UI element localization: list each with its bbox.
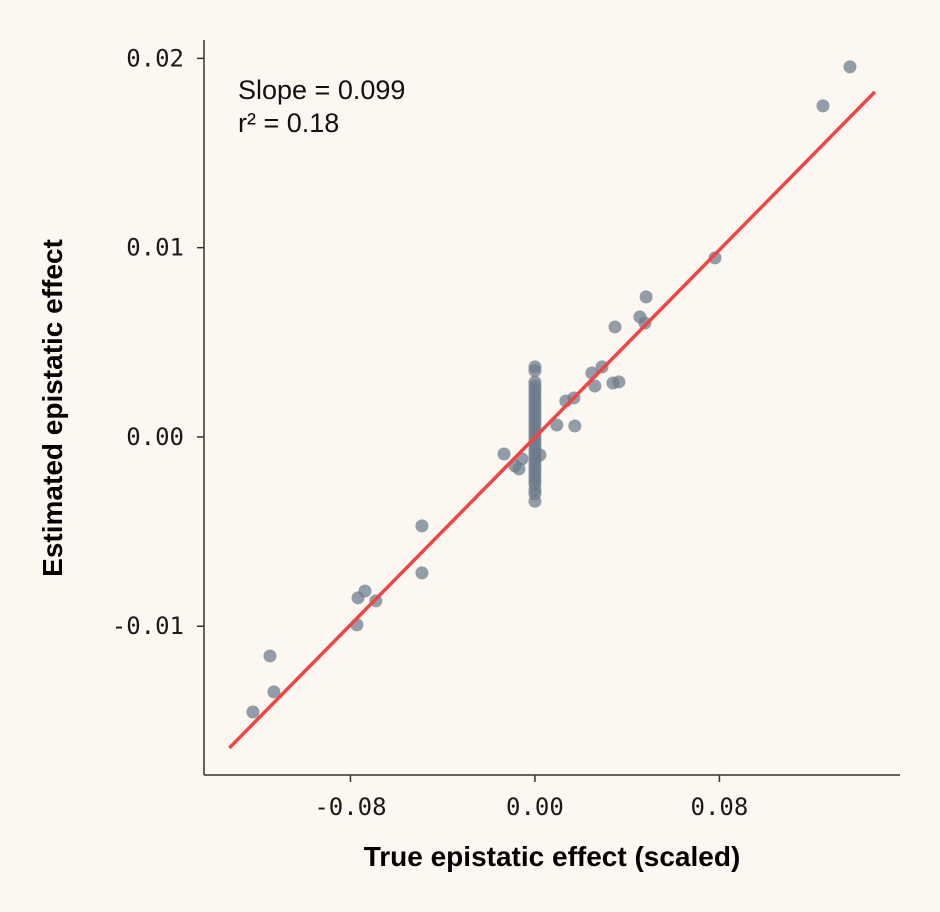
- data-point: [497, 447, 511, 461]
- y-tick-label: -0.01: [112, 612, 184, 640]
- data-point: [843, 60, 857, 74]
- y-axis-label: Estimated epistatic effect: [37, 239, 68, 577]
- data-point: [512, 462, 526, 476]
- data-point: [816, 99, 830, 113]
- fit-line: [228, 90, 877, 750]
- x-tick-label: -0.08: [314, 793, 386, 821]
- data-point: [638, 316, 652, 330]
- slope-annotation: Slope = 0.099: [238, 75, 405, 105]
- data-point: [608, 320, 622, 334]
- y-ticks: -0.01 0.00 0.01 0.02: [112, 44, 204, 640]
- data-point: [708, 251, 722, 265]
- points-layer: [246, 60, 857, 719]
- data-point: [263, 649, 277, 663]
- x-tick-label: 0.08: [691, 793, 749, 821]
- data-point: [612, 375, 626, 389]
- r2-annotation: r² = 0.18: [238, 108, 339, 138]
- y-tick-label: 0.00: [126, 423, 184, 451]
- data-point: [415, 519, 429, 533]
- data-point: [528, 494, 542, 508]
- data-point: [588, 379, 602, 393]
- data-point: [358, 584, 372, 598]
- data-point: [528, 364, 542, 378]
- x-axis-label: True epistatic effect (scaled): [364, 841, 741, 872]
- data-point: [246, 705, 260, 719]
- data-point: [267, 685, 281, 699]
- data-point: [415, 566, 429, 580]
- y-tick-label: 0.02: [126, 44, 184, 72]
- x-ticks: -0.08 0.00 0.08: [314, 775, 748, 821]
- x-tick-label: 0.00: [506, 793, 564, 821]
- y-tick-label: 0.01: [126, 234, 184, 262]
- data-point: [568, 419, 582, 433]
- data-point: [550, 418, 564, 432]
- data-point: [639, 290, 653, 304]
